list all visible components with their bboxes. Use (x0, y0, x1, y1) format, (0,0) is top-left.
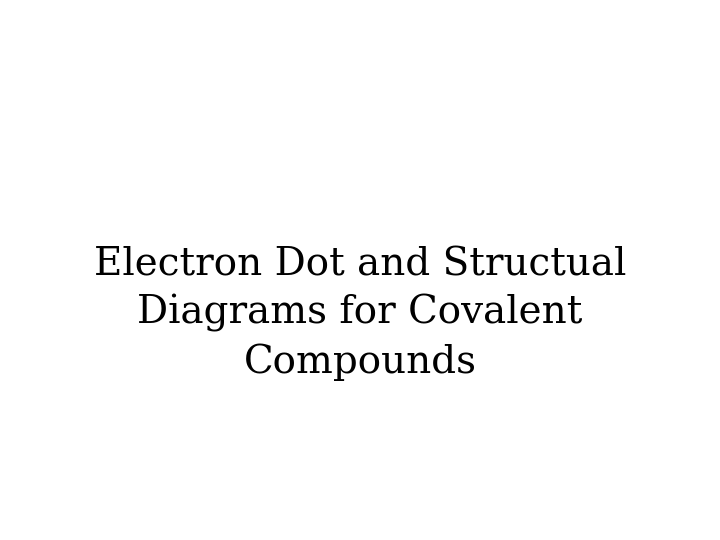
Text: Diagrams for Covalent: Diagrams for Covalent (138, 294, 582, 332)
Text: Compounds: Compounds (243, 343, 477, 381)
Text: Electron Dot and Structual: Electron Dot and Structual (94, 246, 626, 283)
